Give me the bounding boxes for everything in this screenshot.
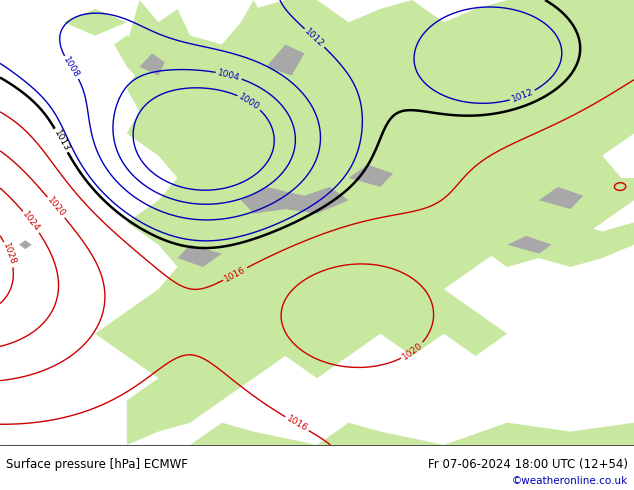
- Polygon shape: [507, 236, 552, 254]
- Polygon shape: [266, 45, 304, 75]
- Text: 1012: 1012: [510, 88, 535, 104]
- Text: 1016: 1016: [223, 265, 247, 283]
- Polygon shape: [539, 187, 583, 209]
- Text: 1024: 1024: [21, 210, 42, 234]
- Polygon shape: [539, 67, 634, 156]
- Polygon shape: [476, 222, 634, 267]
- Polygon shape: [95, 0, 634, 445]
- Text: 1013: 1013: [52, 128, 71, 153]
- Polygon shape: [571, 178, 634, 214]
- Text: 1020: 1020: [401, 341, 425, 362]
- Text: ©weatheronline.co.uk: ©weatheronline.co.uk: [512, 476, 628, 487]
- Polygon shape: [241, 0, 336, 133]
- Polygon shape: [114, 36, 158, 80]
- Polygon shape: [349, 165, 393, 187]
- Text: 1016: 1016: [285, 414, 309, 434]
- Text: 1008: 1008: [61, 55, 81, 79]
- Text: 1028: 1028: [1, 242, 18, 267]
- Text: Fr 07-06-2024 18:00 UTC (12+54): Fr 07-06-2024 18:00 UTC (12+54): [428, 458, 628, 470]
- Polygon shape: [19, 240, 32, 249]
- Text: Surface pressure [hPa] ECMWF: Surface pressure [hPa] ECMWF: [6, 458, 188, 470]
- Polygon shape: [190, 423, 634, 445]
- Polygon shape: [241, 187, 349, 214]
- Text: 1012: 1012: [303, 27, 326, 49]
- Text: 1000: 1000: [237, 92, 262, 112]
- Polygon shape: [178, 245, 222, 267]
- Text: 1004: 1004: [217, 68, 241, 82]
- Polygon shape: [139, 53, 165, 75]
- Polygon shape: [63, 9, 127, 36]
- Text: 1020: 1020: [46, 196, 67, 219]
